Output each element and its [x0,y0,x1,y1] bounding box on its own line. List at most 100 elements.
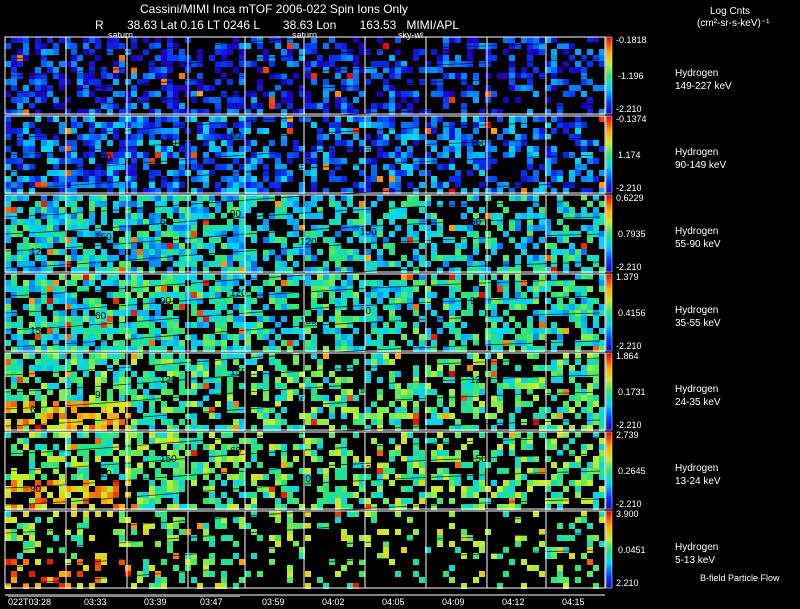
heatmap-cell [473,267,479,273]
heatmap-cell [449,73,455,79]
heatmap-cell [227,128,233,134]
heatmap-cell [149,523,155,529]
heatmap-cell [167,116,173,122]
heatmap-cell [5,535,11,541]
heatmap-cell [167,462,173,468]
heatmap-cell [407,432,413,438]
heatmap-cell [107,316,113,322]
heatmap-cell [203,529,209,535]
heatmap-cell [287,377,293,383]
heatmap-cell [365,213,371,219]
heatmap-cell [479,292,485,298]
heatmap-cell [77,243,83,249]
heatmap-cell [239,182,245,188]
heatmap-cell [473,140,479,146]
heatmap-cell [395,389,401,395]
heatmap-cell [59,103,65,109]
heatmap-cell [269,91,275,97]
heatmap-cell [53,353,59,359]
heatmap-cell [17,553,23,559]
heatmap-cell [551,170,557,176]
heatmap-cell [491,334,497,340]
heatmap-cell [353,79,359,85]
heatmap-cell [209,128,215,134]
heatmap-cell [389,152,395,158]
heatmap-cell [365,255,371,261]
heatmap-cell [275,383,281,389]
heatmap-cell [365,280,371,286]
heatmap-cell [245,176,251,182]
heatmap-cell [71,195,77,201]
heatmap-cell [65,182,71,188]
heatmap-cell [359,486,365,492]
heatmap-cell [335,91,341,97]
heatmap-cell [509,438,515,444]
heatmap-cell [383,553,389,559]
heatmap-cell [527,73,533,79]
heatmap-cell [89,122,95,128]
heatmap-cell [35,304,41,310]
heatmap-cell [131,164,137,170]
heatmap-cell [95,334,101,340]
heatmap-cell [503,359,509,365]
heatmap-cell [467,504,473,510]
heatmap-cell [437,67,443,73]
heatmap-cell [395,328,401,334]
heatmap-cell [143,298,149,304]
heatmap-cell [461,529,467,535]
heatmap-cell [509,146,515,152]
heatmap-cell [371,103,377,109]
heatmap-cell [167,91,173,97]
heatmap-cell [227,280,233,286]
heatmap-cell [35,201,41,207]
heatmap-cell [197,164,203,170]
heatmap-cell [335,207,341,213]
heatmap-cell [377,219,383,225]
heatmap-cell [515,401,521,407]
heatmap-cell [239,292,245,298]
heatmap-cell [443,407,449,413]
heatmap-cell [215,292,221,298]
heatmap-cell [41,261,47,267]
heatmap-cell [389,371,395,377]
heatmap-cell [407,122,413,128]
heatmap-cell [35,498,41,504]
heatmap-cell [395,383,401,389]
heatmap-cell [65,444,71,450]
energy-range-label: 5-13 keV [675,555,716,566]
heatmap-cell [293,207,299,213]
energy-range-label: 90-149 keV [675,160,727,171]
heatmap-cell [365,535,371,541]
heatmap-cell [161,61,167,67]
heatmap-cell [353,304,359,310]
heatmap-cell [467,395,473,401]
heatmap-cell [413,456,419,462]
heatmap-cell [515,389,521,395]
heatmap-cell [425,371,431,377]
heatmap-cell [449,91,455,97]
heatmap-cell [59,298,65,304]
heatmap-cell [533,328,539,334]
heatmap-cell [335,571,341,577]
heatmap-cell [203,444,209,450]
heatmap-cell [125,389,131,395]
heatmap-cell [359,346,365,352]
heatmap-cell [131,346,137,352]
heatmap-cell [125,432,131,438]
heatmap-cell [371,401,377,407]
heatmap-cell [275,413,281,419]
heatmap-cell [275,377,281,383]
heatmap-cell [407,286,413,292]
heatmap-cell [311,292,317,298]
heatmap-cell [497,334,503,340]
heatmap-cell [173,346,179,352]
heatmap-cell [263,316,269,322]
heatmap-cell [479,219,485,225]
heatmap-cell [227,243,233,249]
heatmap-cell [263,419,269,425]
heatmap-cell [539,407,545,413]
heatmap-cell [191,237,197,243]
heatmap-cell [221,334,227,340]
heatmap-cell [131,73,137,79]
heatmap-cell [491,55,497,61]
